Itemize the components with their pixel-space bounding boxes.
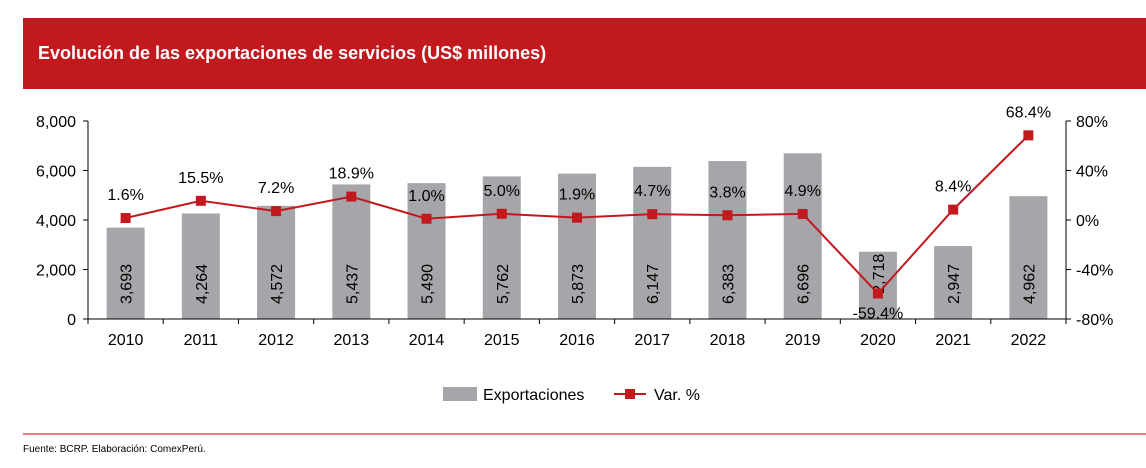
- line-marker-2017: [647, 209, 658, 220]
- y-left-tick-label: 4,000: [36, 213, 76, 230]
- x-tick-label-2013: 2013: [334, 332, 370, 349]
- line-marker-2014: [421, 213, 432, 224]
- line-marker-2015: [496, 208, 507, 219]
- line-marker-2011: [195, 195, 206, 206]
- line-value-label-2012: 7.2%: [258, 180, 294, 197]
- line-marker-2016: [572, 212, 582, 223]
- line-value-label-2013: 18.9%: [329, 166, 374, 183]
- source-note: Fuente: BCRP. Elaboración: ComexPerú.: [23, 444, 206, 455]
- bar-2011: [181, 213, 220, 319]
- bar-value-label-2017: 6,147: [645, 264, 662, 304]
- x-tick-label-2014: 2014: [409, 332, 445, 349]
- bar-2022: [1009, 196, 1048, 319]
- bar-2021: [934, 246, 973, 319]
- bar-value-label-2014: 5,490: [420, 264, 437, 304]
- bar-2012: [257, 205, 296, 319]
- bar-value-label-2021: 2,947: [946, 264, 963, 304]
- bar-2018: [708, 161, 747, 319]
- bar-value-label-2015: 5,762: [495, 264, 512, 304]
- bar-2017: [633, 166, 672, 319]
- bar-value-label-2020: 2,718: [871, 254, 888, 294]
- bar-value-label-2012: 4,572: [269, 264, 286, 304]
- line-value-label-2011: 15.5%: [178, 170, 223, 187]
- line-value-label-2019: 4.9%: [784, 183, 820, 200]
- x-tick-label-2017: 2017: [634, 332, 670, 349]
- x-tick-label-2021: 2021: [935, 332, 971, 349]
- line-value-label-2010: 1.6%: [107, 187, 143, 204]
- line-marker-2010: [120, 213, 131, 224]
- bar-value-label-2011: 4,264: [194, 264, 211, 304]
- line-value-label-2018: 3.8%: [709, 184, 745, 201]
- y-right-tick-label: 80%: [1076, 114, 1108, 131]
- line-value-label-2017: 4.7%: [634, 183, 670, 200]
- bar-2015: [482, 176, 521, 319]
- x-tick-label-2010: 2010: [108, 332, 144, 349]
- line-marker-2013: [346, 191, 357, 202]
- line-value-label-2020: -59.4%: [853, 306, 904, 323]
- x-tick-label-2019: 2019: [785, 332, 821, 349]
- bar-2020: [858, 251, 897, 319]
- line-value-label-2021: 8.4%: [935, 179, 971, 196]
- bar-2016: [558, 173, 596, 319]
- line-marker-2020: [872, 288, 883, 299]
- x-tick-label-2020: 2020: [860, 332, 896, 349]
- line-marker-2018: [722, 210, 733, 221]
- chart-area: 0 2,000 4,000 6,000 8,000 -80% -40% 0% 40% 80% 201…: [36, 104, 1113, 404]
- x-tick-label-2016: 2016: [559, 332, 595, 349]
- bar-2013: [332, 184, 371, 319]
- line-value-label-2014: 1.0%: [408, 188, 444, 205]
- line-marker-2012: [271, 206, 282, 217]
- y-right-tick-label: 40%: [1076, 164, 1108, 181]
- legend-swatch-exportaciones: [443, 387, 477, 401]
- footer-divider: [23, 433, 1146, 435]
- x-tick-label-2022: 2022: [1011, 332, 1047, 349]
- legend-label-var: Var. %: [654, 387, 700, 404]
- y-right-tick-label: 0%: [1076, 213, 1099, 230]
- bar-2014: [407, 183, 446, 319]
- legend-swatch-marker: [625, 389, 635, 399]
- bar-value-label-2018: 6,383: [720, 264, 737, 304]
- line-marker-2019: [797, 208, 808, 219]
- bar-value-label-2010: 3,693: [119, 264, 136, 304]
- y-left-tick-label: 6,000: [36, 164, 76, 181]
- chart-header: Evolución de las exportaciones de servic…: [23, 18, 1146, 89]
- line-value-label-2022: 68.4%: [1006, 104, 1051, 121]
- x-tick-label-2015: 2015: [484, 332, 520, 349]
- y-right-tick-label: -40%: [1076, 263, 1113, 280]
- line-value-label-2016: 1.9%: [559, 187, 595, 204]
- x-tick-label-2018: 2018: [710, 332, 746, 349]
- line-marker-2021: [948, 204, 959, 215]
- x-tick-label-2012: 2012: [258, 332, 294, 349]
- y-left-tick-label: 0: [67, 312, 76, 329]
- y-left-tick-label: 8,000: [36, 114, 76, 131]
- line-value-label-2015: 5.0%: [484, 183, 520, 200]
- chart-title: Evolución de las exportaciones de servic…: [38, 43, 547, 63]
- bar-2019: [783, 153, 822, 319]
- x-tick-label-2011: 2011: [184, 332, 219, 349]
- line-marker-2022: [1023, 130, 1034, 141]
- bar-value-label-2016: 5,873: [570, 264, 587, 304]
- bar-2010: [106, 227, 145, 319]
- bar-value-label-2019: 6,696: [796, 264, 813, 304]
- legend-label-exportaciones: Exportaciones: [483, 387, 584, 404]
- y-left-tick-label: 2,000: [36, 263, 76, 280]
- bar-value-label-2022: 4,962: [1021, 264, 1038, 304]
- bar-value-label-2013: 5,437: [344, 264, 361, 304]
- y-right-tick-label: -80%: [1076, 312, 1113, 329]
